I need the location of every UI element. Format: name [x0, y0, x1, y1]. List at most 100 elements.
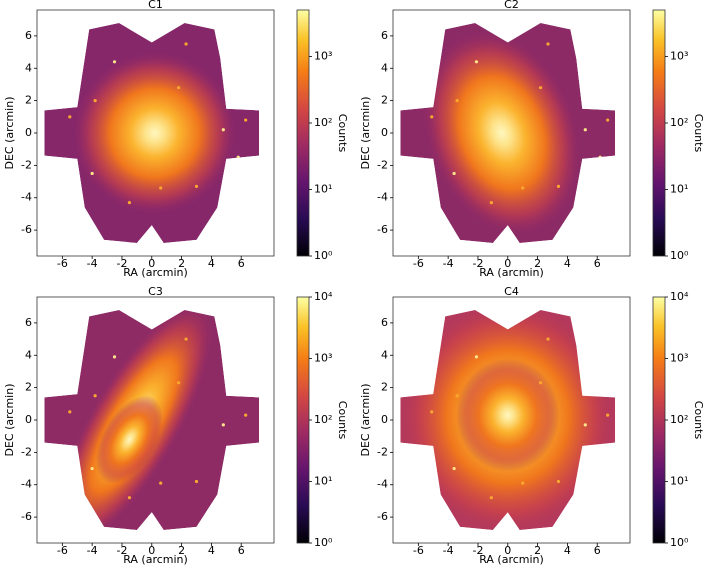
y-tick-label: -2	[21, 445, 32, 458]
colorbar	[652, 9, 666, 257]
y-tick-label: -4	[377, 191, 388, 204]
point-source	[194, 479, 199, 484]
x-tick-label: -6	[413, 544, 424, 557]
point-source	[430, 115, 434, 119]
point-source	[474, 60, 479, 64]
point-source	[221, 423, 225, 427]
colorbar-tick-label: 10⁰	[314, 249, 333, 262]
image	[44, 309, 260, 531]
point-source	[598, 450, 602, 454]
colorbar-tick-label: 10³	[314, 49, 332, 62]
y-tick-label: 6	[381, 316, 388, 329]
colorbar-tick-label: 10¹	[314, 475, 332, 488]
point-source	[546, 42, 550, 46]
y-tick-label: 6	[381, 29, 388, 42]
x-tick-label: 0	[504, 257, 511, 270]
point-source	[455, 99, 459, 103]
panel-title: C1	[148, 0, 163, 11]
point-source	[112, 355, 117, 359]
y-axis-label: DEC (arcmin)	[359, 384, 372, 457]
point-source	[236, 450, 240, 454]
colorbar-tick-label: 10¹	[670, 182, 688, 195]
x-tick-label: 2	[178, 257, 185, 270]
emission	[455, 358, 560, 472]
panel: C1 RA (arcmin) DEC (arcmin) -6 -4 -2 0 2 4 6 -6 -4 -…	[3, 0, 349, 279]
x-tick-label: -2	[116, 257, 127, 270]
y-tick-label: 6	[25, 316, 32, 329]
point-source	[127, 496, 132, 500]
y-tick-label: 2	[25, 94, 32, 107]
colorbar-tick-label: 10²	[670, 413, 688, 426]
panel: C3 RA (arcmin) DEC (arcmin) -6 -4 -2 0 2 4 6 -6 -4 -…	[3, 285, 349, 566]
y-tick-label: 2	[381, 381, 388, 394]
y-tick-label: 6	[25, 29, 32, 42]
y-tick-label: 0	[381, 126, 388, 139]
y-tick-label: -2	[377, 445, 388, 458]
colorbar	[296, 9, 310, 257]
y-tick-label: -4	[377, 478, 388, 491]
point-source	[455, 394, 459, 398]
point-source	[546, 337, 550, 341]
image	[44, 22, 260, 244]
colorbar-tick-label: 10⁰	[314, 536, 333, 549]
y-tick-label: -6	[21, 510, 32, 523]
point-source	[127, 200, 132, 205]
point-source	[430, 410, 434, 414]
x-tick-label: 4	[208, 257, 215, 270]
y-tick-label: 0	[381, 413, 388, 426]
panel: C4 RA (arcmin) DEC (arcmin) -6 -4 -2 0 2 4 6 -6 -4 -…	[359, 285, 705, 566]
point-source	[159, 481, 163, 485]
point-source	[452, 466, 456, 471]
colorbar-tick-label: 10³	[314, 352, 332, 365]
y-tick-label: 4	[381, 61, 388, 74]
colorbar	[296, 296, 310, 544]
y-tick-label: -2	[377, 158, 388, 171]
point-source	[90, 466, 94, 471]
x-tick-label: -6	[57, 544, 68, 557]
colorbar	[652, 296, 666, 544]
point-source	[177, 381, 181, 385]
point-source	[68, 115, 72, 119]
y-axis-label: DEC (arcmin)	[3, 384, 16, 457]
colorbar-tick-label: 10⁰	[670, 536, 689, 549]
y-tick-label: 4	[25, 61, 32, 74]
x-axis-label: RA (arcmin)	[479, 266, 544, 279]
image	[400, 309, 616, 531]
x-tick-label: -2	[116, 544, 127, 557]
image	[400, 22, 616, 244]
point-source	[177, 86, 181, 90]
point-source	[606, 413, 610, 417]
y-tick-label: -2	[21, 158, 32, 171]
x-tick-label: -4	[443, 257, 454, 270]
point-source	[538, 381, 543, 385]
colorbar-tick-label: 10²	[670, 116, 688, 129]
x-tick-label: -6	[413, 257, 424, 270]
panel-title: C2	[504, 0, 519, 11]
x-axis-label: RA (arcmin)	[123, 266, 188, 279]
colorbar-tick-label: 10²	[314, 116, 332, 129]
x-axis-label: RA (arcmin)	[479, 553, 544, 566]
x-tick-label: 6	[594, 544, 601, 557]
y-tick-label: -6	[377, 510, 388, 523]
y-tick-label: -4	[21, 478, 32, 491]
x-tick-label: -4	[87, 257, 98, 270]
point-source	[244, 413, 248, 417]
x-tick-label: 6	[238, 257, 245, 270]
x-tick-label: -4	[443, 544, 454, 557]
emission	[95, 395, 163, 484]
x-tick-label: 4	[208, 544, 215, 557]
x-axis-label: RA (arcmin)	[123, 553, 188, 566]
point-source	[236, 155, 240, 159]
point-source	[90, 171, 94, 176]
colorbar-label: Counts	[336, 401, 349, 440]
point-source	[452, 171, 456, 176]
colorbar-tick-label: 10⁴	[314, 290, 333, 303]
x-tick-label: 4	[564, 544, 571, 557]
point-source	[521, 186, 525, 190]
point-source	[583, 128, 587, 132]
point-source	[159, 186, 163, 190]
colorbar-tick-label: 10²	[314, 413, 332, 426]
x-tick-label: 6	[238, 544, 245, 557]
x-tick-label: -6	[57, 257, 68, 270]
